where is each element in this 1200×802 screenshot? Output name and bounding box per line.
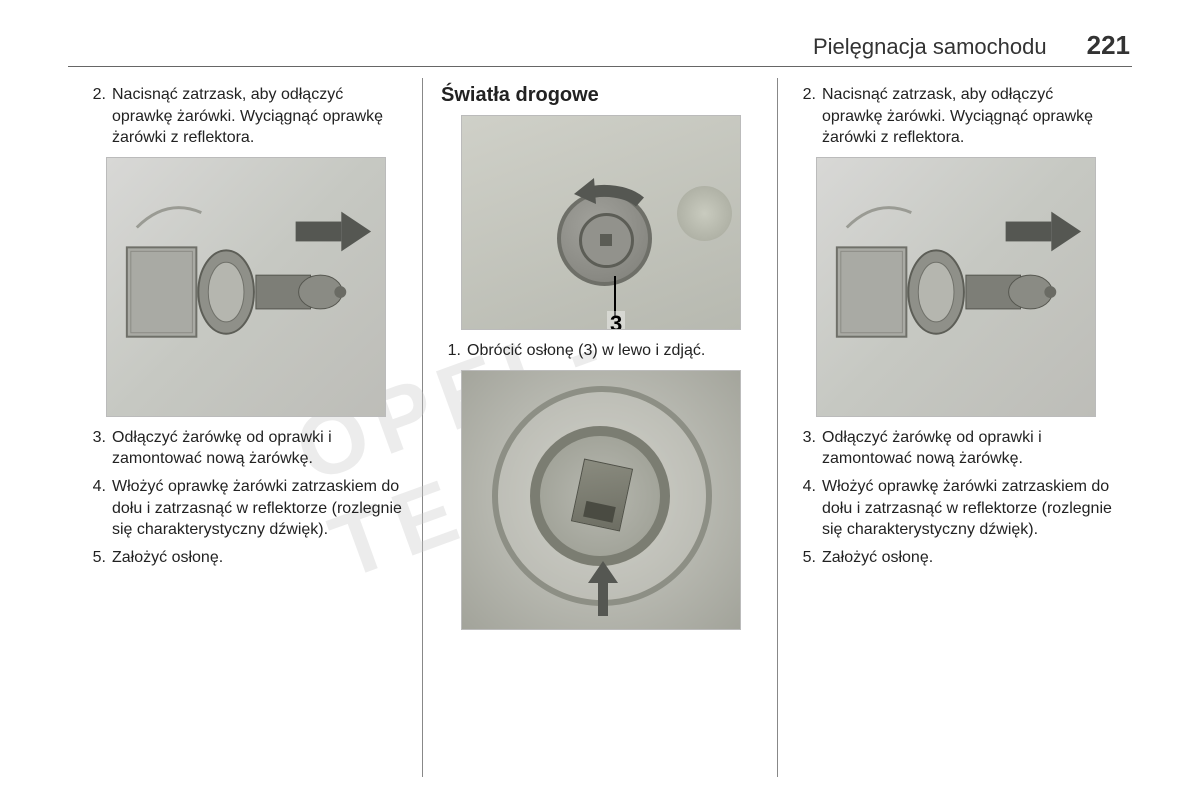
step-number: 3. [86, 427, 112, 470]
bulb-holder-illustration [107, 158, 385, 416]
list-item: 2. Nacisnąć zatrzask, aby odłączyć opraw… [796, 84, 1114, 149]
arrow-up-icon [588, 561, 618, 616]
step-text: Odłączyć żarówkę od oprawki i zamontować… [112, 427, 404, 470]
step-text: Założyć osłonę. [822, 547, 1114, 569]
step-number: 4. [796, 476, 822, 541]
bulb-holder-illustration [817, 158, 1095, 416]
chapter-title: Pielęgnacja samochodu [813, 34, 1047, 60]
arrow-right-icon [296, 211, 371, 251]
step-text: Odłączyć żarówkę od oprawki i zamontować… [822, 427, 1114, 470]
column-2: Światła drogowe 3 1. Obrócić osłonę (3) … [423, 78, 777, 777]
step-number: 2. [86, 84, 112, 149]
engine-reservoir-icon [677, 186, 732, 241]
arrow-right-icon [1006, 211, 1081, 251]
figure-engine-bay: 3 [461, 115, 741, 330]
list-item: 3. Odłączyć żarówkę od oprawki i zamonto… [796, 427, 1114, 470]
list-item: 5. Założyć osłonę. [86, 547, 404, 569]
list-item: 3. Odłączyć żarówkę od oprawki i zamonto… [86, 427, 404, 470]
step-number: 2. [796, 84, 822, 149]
step-number: 3. [796, 427, 822, 470]
section-title: Światła drogowe [441, 84, 759, 107]
callout-label: 3 [607, 311, 625, 330]
step-number: 4. [86, 476, 112, 541]
figure-bulb-holder [816, 157, 1096, 417]
step-text: Założyć osłonę. [112, 547, 404, 569]
step-text: Nacisnąć zatrzask, aby odłączyć oprawkę … [822, 84, 1114, 149]
column-1: 2. Nacisnąć zatrzask, aby odłączyć opraw… [68, 78, 422, 777]
list-item: 4. Włożyć oprawkę żarówki zatrzaskiem do… [86, 476, 404, 541]
header-rule [68, 66, 1132, 67]
step-number: 5. [86, 547, 112, 569]
step-number: 1. [441, 340, 467, 362]
figure-headlight-rear [461, 370, 741, 630]
cap-nut-icon [600, 234, 612, 246]
step-number: 5. [796, 547, 822, 569]
content-columns: 2. Nacisnąć zatrzask, aby odłączyć opraw… [68, 78, 1132, 777]
step-text: Obrócić osłonę (3) w lewo i zdjąć. [467, 340, 759, 362]
figure-bulb-holder [106, 157, 386, 417]
list-item: 4. Włożyć oprawkę żarówki zatrzaskiem do… [796, 476, 1114, 541]
column-3: 2. Nacisnąć zatrzask, aby odłączyć opraw… [778, 78, 1132, 777]
step-text: Włożyć oprawkę żarówki zatrzaskiem do do… [112, 476, 404, 541]
page-header: Pielęgnacja samochodu 221 [813, 30, 1130, 61]
list-item: 5. Założyć osłonę. [796, 547, 1114, 569]
step-text: Włożyć oprawkę żarówki zatrzaskiem do do… [822, 476, 1114, 541]
step-text: Nacisnąć zatrzask, aby odłączyć oprawkę … [112, 84, 404, 149]
page-number: 221 [1087, 30, 1130, 61]
rotate-left-arrow-icon [570, 164, 660, 219]
list-item: 1. Obrócić osłonę (3) w lewo i zdjąć. [441, 340, 759, 362]
list-item: 2. Nacisnąć zatrzask, aby odłączyć opraw… [86, 84, 404, 149]
callout-leader [614, 276, 616, 316]
